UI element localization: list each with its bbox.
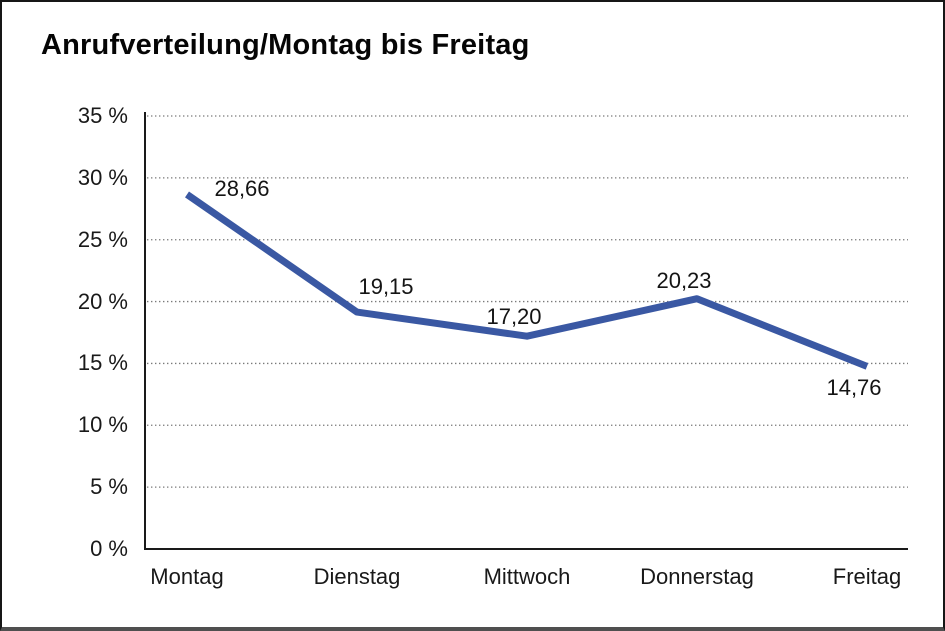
data-point-label: 28,66 bbox=[214, 176, 270, 202]
x-axis-category-label: Montag bbox=[150, 564, 224, 589]
chart-title: Anrufverteilung/Montag bis Freitag bbox=[41, 29, 530, 61]
y-axis-tick-label: 10 % bbox=[77, 412, 128, 438]
y-axis-tick-label: 20 % bbox=[77, 288, 128, 314]
data-point-label: 14,76 bbox=[826, 375, 882, 401]
y-axis-tick-label: 5 % bbox=[90, 474, 128, 500]
gridlines-group bbox=[147, 115, 908, 488]
y-axis-tick-label: 0 % bbox=[90, 536, 128, 561]
series-group bbox=[185, 191, 869, 370]
y-axis-tick-label: 30 % bbox=[77, 164, 128, 190]
x-axis-category-label: Freitag bbox=[832, 564, 902, 589]
y-axis-tick-label: 15 % bbox=[77, 350, 128, 376]
y-axis-tick-label: 25 % bbox=[77, 226, 128, 252]
x-axis-category-label: Donnerstag bbox=[640, 564, 754, 589]
series-line bbox=[185, 191, 869, 370]
axes-group bbox=[144, 112, 908, 550]
data-point-label: 17,20 bbox=[486, 304, 542, 330]
x-axis-category-label: Dienstag bbox=[313, 564, 401, 589]
y-axis-tick-label: 35 % bbox=[77, 103, 128, 128]
x-axis-category-label: Mittwoch bbox=[483, 564, 571, 589]
data-point-label: 20,23 bbox=[656, 267, 712, 293]
data-point-label: 19,15 bbox=[358, 274, 414, 300]
